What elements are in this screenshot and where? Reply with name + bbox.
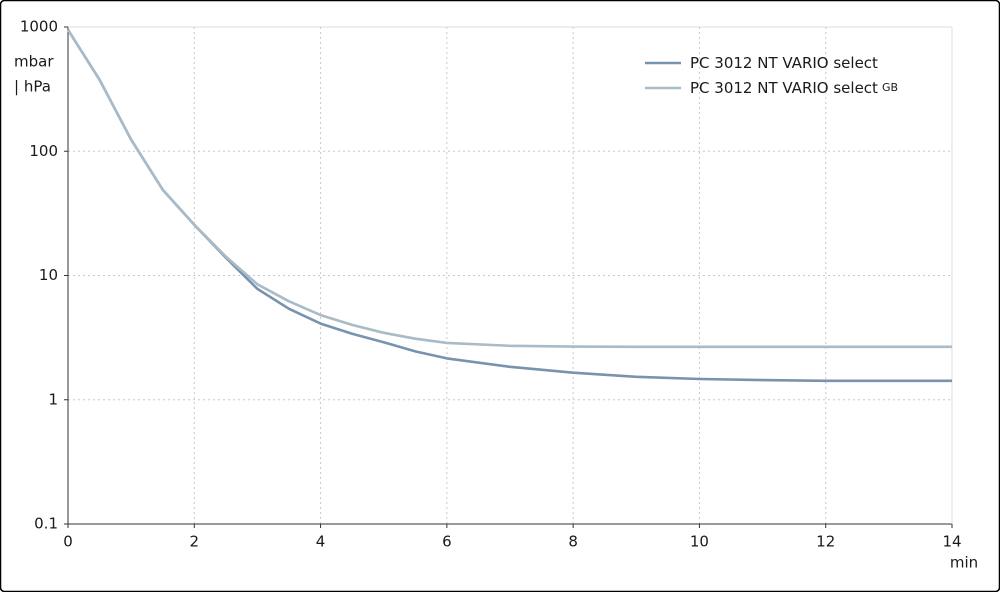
x-tick-label: 10: [690, 533, 709, 551]
y-axis-label: mbar: [14, 53, 54, 71]
legend-text: PC 3012 NT VARIO select: [690, 79, 878, 97]
y-tick-label: 1000: [20, 18, 58, 36]
legend-text: PC 3012 NT VARIO select: [690, 54, 878, 72]
y-tick-label: 0.1: [34, 515, 58, 533]
y-tick-label: 100: [29, 142, 58, 160]
data-line: [66, 29, 952, 349]
legend-label: PC 3012 NT VARIO select GB: [690, 79, 898, 97]
x-tick-label: 12: [816, 533, 835, 551]
x-tick-label: 14: [942, 533, 961, 551]
legend-subscript: GB: [882, 81, 898, 94]
y-tick-label: 10: [39, 266, 58, 284]
x-axis-label: min: [950, 554, 978, 572]
y-tick-label: 1: [48, 390, 58, 408]
x-tick-label: 4: [316, 533, 326, 551]
x-tick-label: 2: [190, 533, 200, 551]
x-tick-label: 8: [568, 533, 578, 551]
x-tick-label: 6: [442, 533, 452, 551]
y-axis-label: | hPa: [14, 78, 51, 96]
x-tick-label: 0: [63, 533, 73, 551]
legend-label: PC 3012 NT VARIO select: [690, 54, 878, 72]
